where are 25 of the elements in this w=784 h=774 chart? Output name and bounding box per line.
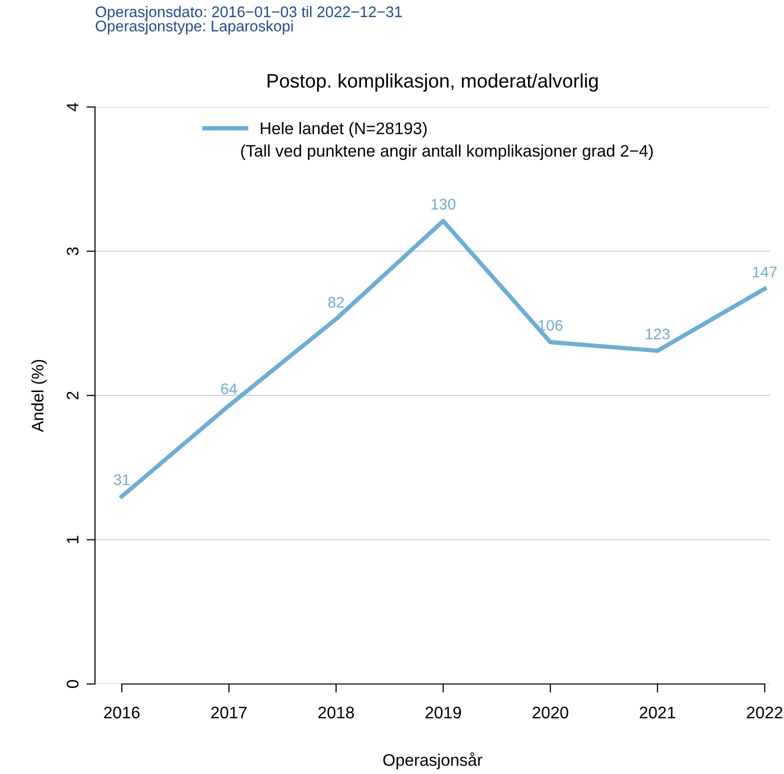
x-tick-label: 2017: [211, 706, 247, 718]
annotation: 64: [221, 383, 237, 394]
chart-subtitle: Operasjonsdato: 2016−01−03 til 2022−12−31 Operasjonstype: Laparoskopi: [96, 6, 402, 34]
y-tick-label: 3: [66, 247, 79, 256]
chart-title: Postop. komplikasjon, moderat/alvorlig: [268, 73, 598, 92]
x-tick-label: 2019: [426, 706, 461, 718]
x-axis-title: Operasjonsår: [383, 752, 482, 770]
y-tick-label: 4: [66, 102, 78, 112]
annotation: 123: [646, 328, 670, 340]
y-tick-label: 1: [66, 536, 78, 544]
x-tick-label: 2022: [746, 706, 782, 718]
x-tick-label: 2018: [318, 706, 354, 718]
y-tick-label: 2: [66, 392, 78, 400]
annotation: 106: [538, 320, 562, 331]
annotation: 82: [328, 296, 344, 308]
x-tick-label: 2021: [640, 706, 676, 718]
annotation: 147: [753, 266, 777, 278]
y-axis-title: Andel (%): [31, 360, 47, 432]
y-tick-label: 0: [66, 680, 79, 688]
annotation: 130: [432, 198, 456, 210]
x-tick-label: 2016: [104, 706, 140, 718]
annotation: (Tall ved punktene angir antall komplikasjoner grad 2−4): [241, 144, 653, 160]
legend-label: Hele landet (N=28193): [260, 122, 427, 138]
annotation: 31: [114, 474, 130, 486]
x-tick-label: 2020: [532, 706, 568, 718]
